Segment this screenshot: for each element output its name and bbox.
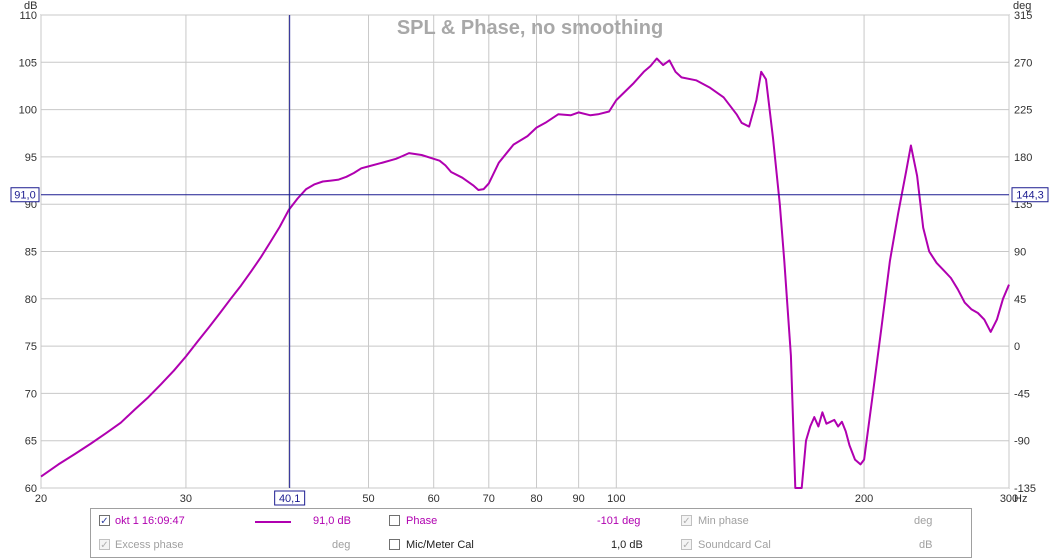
y-tick-label-8: 100 — [19, 105, 37, 117]
trace-value: 91,0 dB — [313, 515, 351, 527]
x-tick-label-5: 70 — [483, 493, 495, 505]
trace-swatch — [255, 521, 291, 523]
grid-lines — [40, 14, 1010, 489]
x-tick-label-1: 30 — [180, 493, 192, 505]
x-axis-unit: Hz — [1014, 493, 1027, 505]
soundcard-cal-checkbox[interactable]: ✓ — [681, 539, 692, 551]
cursor-y-label-box — [10, 187, 40, 203]
y-tick-label-9: 105 — [19, 57, 37, 69]
min-phase-checkbox[interactable]: ✓ — [681, 515, 692, 527]
phase-value: -101 deg — [597, 515, 641, 527]
right-axis-unit: deg — [1013, 0, 1031, 12]
phase-label: Phase — [406, 515, 438, 527]
y-tick-label-0: 60 — [25, 483, 37, 495]
x-tick-label-10: 300 — [1000, 493, 1018, 505]
min-phase-unit: deg — [914, 515, 933, 527]
left-axis-unit: dB — [24, 0, 37, 12]
y-tick-label-5: 85 — [25, 247, 37, 259]
trace-checkbox[interactable]: ✓ — [99, 515, 110, 527]
y-right-tick-label-9: 270 — [1014, 57, 1032, 69]
legend-row-2: ✓ Excess phase deg Mic/Meter Cal 1,0 dB … — [91, 535, 971, 555]
soundcard-cal-unit: dB — [919, 539, 933, 551]
min-phase-label: Min phase — [698, 515, 749, 527]
chart-title: SPL & Phase, no smoothing — [397, 17, 663, 39]
x-tick-label-0: 20 — [35, 493, 47, 505]
y-right-tick-label-7: 180 — [1014, 152, 1032, 164]
y-right-tick-label-1: -90 — [1014, 436, 1030, 448]
y-right-tick-label-8: 225 — [1014, 105, 1032, 117]
x-tick-label-4: 60 — [428, 493, 440, 505]
y-right-tick-label-5: 90 — [1014, 247, 1026, 259]
phase-checkbox[interactable] — [389, 515, 400, 526]
cursor-x-label: 40,1 — [279, 493, 300, 505]
legend-panel: ✓ okt 1 16:09:47 91,0 dB Phase -101 deg … — [90, 508, 972, 558]
cursor-y-right-label-box — [1011, 187, 1049, 203]
y-right-tick-label-4: 45 — [1014, 294, 1026, 306]
y-right-tick-label-10: 315 — [1014, 10, 1032, 22]
spl-trace-line — [40, 57, 1010, 489]
x-tick-label-8: 100 — [607, 493, 625, 505]
y-right-tick-label-0: -135 — [1014, 483, 1036, 495]
cursor[interactable]: 91,0 144,3 40,1 — [10, 15, 1049, 506]
x-tick-label-6: 80 — [530, 493, 542, 505]
x-tick-label-7: 90 — [573, 493, 585, 505]
excess-phase-unit: deg — [332, 539, 351, 551]
y-tick-label-1: 65 — [25, 436, 37, 448]
cursor-y-label: 91,0 — [14, 190, 35, 202]
x-tick-label-3: 50 — [362, 493, 374, 505]
y-tick-label-2: 70 — [25, 388, 37, 400]
excess-phase-label: Excess phase — [115, 539, 184, 551]
excess-phase-checkbox[interactable]: ✓ — [99, 539, 110, 551]
y-tick-label-7: 95 — [25, 152, 37, 164]
y-right-tick-label-3: 0 — [1014, 341, 1020, 353]
legend-row-1: ✓ okt 1 16:09:47 91,0 dB Phase -101 deg … — [91, 511, 971, 531]
soundcard-cal-label: Soundcard Cal — [698, 539, 771, 551]
x-tick-label-9: 200 — [855, 493, 873, 505]
cursor-x-label-box — [274, 490, 306, 506]
cursor-y-right-label: 144,3 — [1016, 190, 1044, 202]
x-axis-ticks: 2030405060708090100200300 — [35, 493, 1018, 505]
spl-phase-chart[interactable]: SPL & Phase, no smoothing dB deg Hz 60 65… — [0, 0, 1061, 506]
y-tick-label-4: 80 — [25, 294, 37, 306]
y-tick-label-3: 75 — [25, 341, 37, 353]
mic-meter-cal-value: 1,0 dB — [611, 539, 643, 551]
mic-meter-cal-label: Mic/Meter Cal — [406, 539, 474, 551]
trace-label: okt 1 16:09:47 — [115, 515, 185, 527]
y-tick-label-10: 110 — [19, 10, 37, 22]
mic-meter-cal-checkbox[interactable] — [389, 539, 400, 550]
y-right-tick-label-2: -45 — [1014, 388, 1030, 400]
